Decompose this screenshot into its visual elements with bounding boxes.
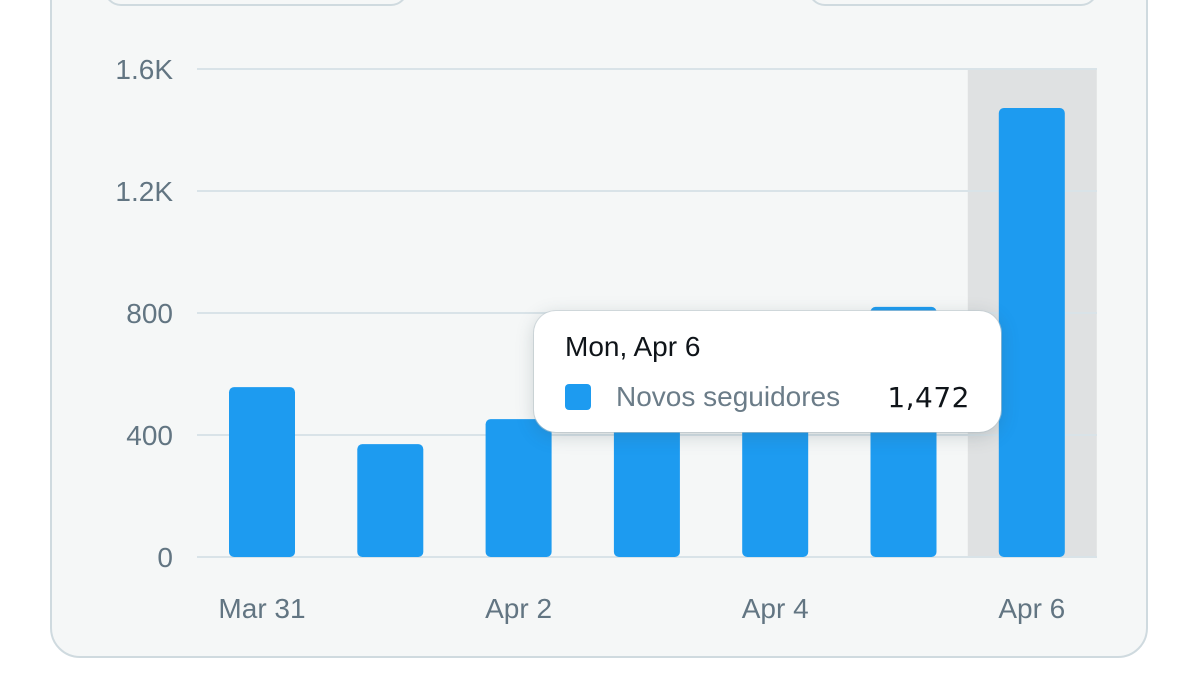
y-tick-label: 400 [126,420,173,451]
x-tick-label: Apr 2 [485,593,552,624]
bar [229,387,295,557]
x-tick-label: Apr 6 [998,593,1065,624]
y-tick-label: 800 [126,298,173,329]
bar [998,108,1065,557]
bar [485,419,552,557]
y-tick-label: 1.6K [115,54,173,85]
tooltip-date: Mon, Apr 6 [565,331,701,362]
x-tick-label: Apr 4 [742,593,809,624]
y-tick-label: 1.2K [115,176,173,207]
x-tick-label: Mar 31 [218,593,305,624]
bar [357,444,424,557]
tooltip-series-swatch [565,384,591,410]
y-tick-label: 0 [157,542,173,573]
tooltip-series-name: Novos seguidores [616,381,841,412]
tooltip-value: 1,472 [887,381,970,414]
chart-tooltip: Mon, Apr 6 Novos seguidores 1,472 [534,311,1001,432]
